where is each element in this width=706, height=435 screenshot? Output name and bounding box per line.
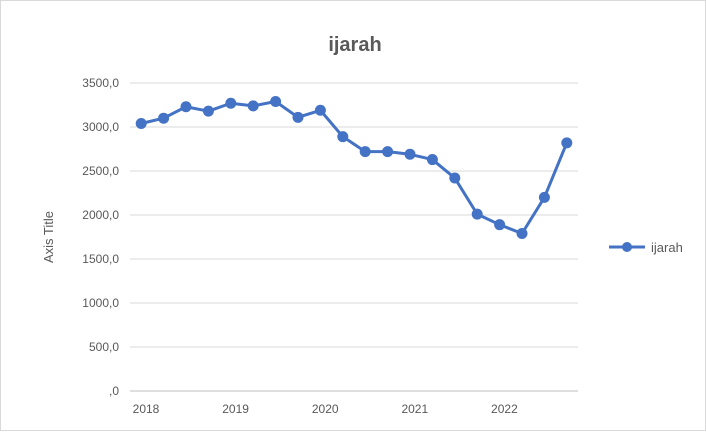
y-tick-label: 1000,0 [82, 296, 119, 310]
data-point[interactable] [404, 148, 416, 160]
data-point[interactable] [494, 219, 506, 231]
y-tick-label: ,0 [109, 384, 119, 398]
data-point[interactable] [561, 137, 573, 149]
y-tick-label: 3500,0 [82, 76, 119, 90]
x-tick-label: 2020 [312, 402, 339, 416]
y-axis-ticks: 3500,0 3000,0 2500,0 2000,0 1500,0 1000,0 500,… [82, 76, 119, 398]
data-point[interactable] [538, 191, 550, 203]
legend-label: ijarah [651, 240, 683, 255]
data-point[interactable] [382, 146, 394, 158]
data-point[interactable] [516, 227, 528, 239]
x-tick-label: 2019 [222, 402, 249, 416]
x-tick-label: 2021 [401, 402, 428, 416]
y-tick-label: 1500,0 [82, 252, 119, 266]
x-tick-label: 2018 [133, 402, 160, 416]
data-point[interactable] [337, 131, 349, 143]
x-axis-ticks: 2018 2019 2020 2021 2022 [133, 402, 518, 416]
series-group [135, 95, 573, 239]
legend-marker-icon [622, 242, 632, 252]
y-tick-label: 3000,0 [82, 120, 119, 134]
data-point[interactable] [270, 95, 282, 107]
data-point[interactable] [359, 146, 371, 158]
gridlines [130, 82, 578, 392]
data-point[interactable] [180, 101, 192, 113]
chart-title: ijarah [328, 34, 381, 56]
data-point[interactable] [247, 100, 259, 112]
series-line [139, 99, 569, 235]
x-tick-label: 2022 [491, 402, 518, 416]
data-point[interactable] [158, 112, 170, 124]
data-point[interactable] [314, 104, 326, 116]
data-point[interactable] [471, 208, 483, 220]
legend[interactable]: ijarah [609, 240, 683, 255]
y-axis-title: Axis Title [41, 211, 56, 263]
data-point[interactable] [225, 97, 237, 109]
y-tick-label: 2000,0 [82, 208, 119, 222]
data-point[interactable] [202, 105, 214, 117]
y-tick-label: 2500,0 [82, 164, 119, 178]
data-point[interactable] [426, 154, 438, 166]
data-point[interactable] [135, 117, 147, 129]
data-point[interactable] [449, 172, 461, 184]
data-point[interactable] [292, 111, 304, 123]
y-tick-label: 500,0 [89, 340, 119, 354]
